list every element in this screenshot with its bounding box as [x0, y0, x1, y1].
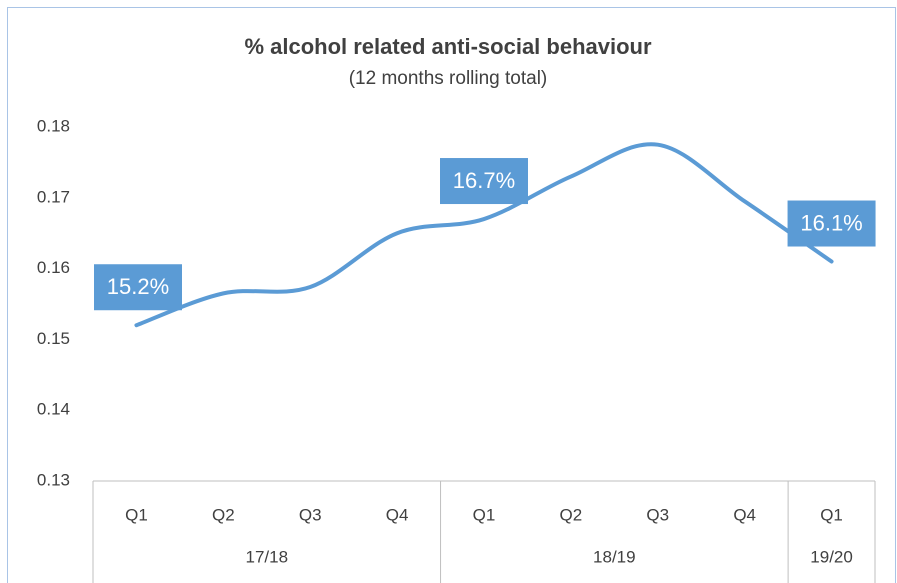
- data-label-box: [787, 200, 876, 247]
- group-label: 18/19: [593, 547, 636, 566]
- chart-title: % alcohol related anti-social behaviour: [244, 34, 652, 59]
- data-label: 15.2%: [107, 274, 169, 299]
- x-tick-label: Q1: [820, 505, 843, 524]
- x-tick-label: Q3: [299, 505, 322, 524]
- line: [134, 142, 834, 328]
- x-tick-label: Q4: [733, 505, 756, 524]
- chart-subtitle: (12 months rolling total): [349, 68, 548, 89]
- x-tick-label: Q1: [125, 505, 148, 524]
- y-tick-label: 0.13: [37, 470, 70, 489]
- x-tick-label: Q2: [212, 505, 235, 524]
- data-label: 16.7%: [453, 168, 515, 193]
- chart-border: [7, 7, 896, 583]
- data-label-box: [440, 158, 528, 205]
- group-label: 17/18: [246, 547, 289, 566]
- data-label: 16.1%: [800, 210, 862, 235]
- x-tick-label: Q4: [386, 505, 409, 524]
- y-tick-label: 0.14: [37, 400, 70, 419]
- group-label: 19/20: [810, 547, 853, 566]
- x-tick-label: Q1: [473, 505, 496, 524]
- data-label-box: [94, 264, 182, 311]
- y-tick-label: 0.15: [37, 329, 70, 348]
- x-tick-label: Q3: [646, 505, 669, 524]
- y-tick-label: 0.17: [37, 187, 70, 206]
- y-tick-label: 0.18: [37, 116, 70, 135]
- x-tick-label: Q2: [560, 505, 583, 524]
- y-tick-label: 0.16: [37, 258, 70, 277]
